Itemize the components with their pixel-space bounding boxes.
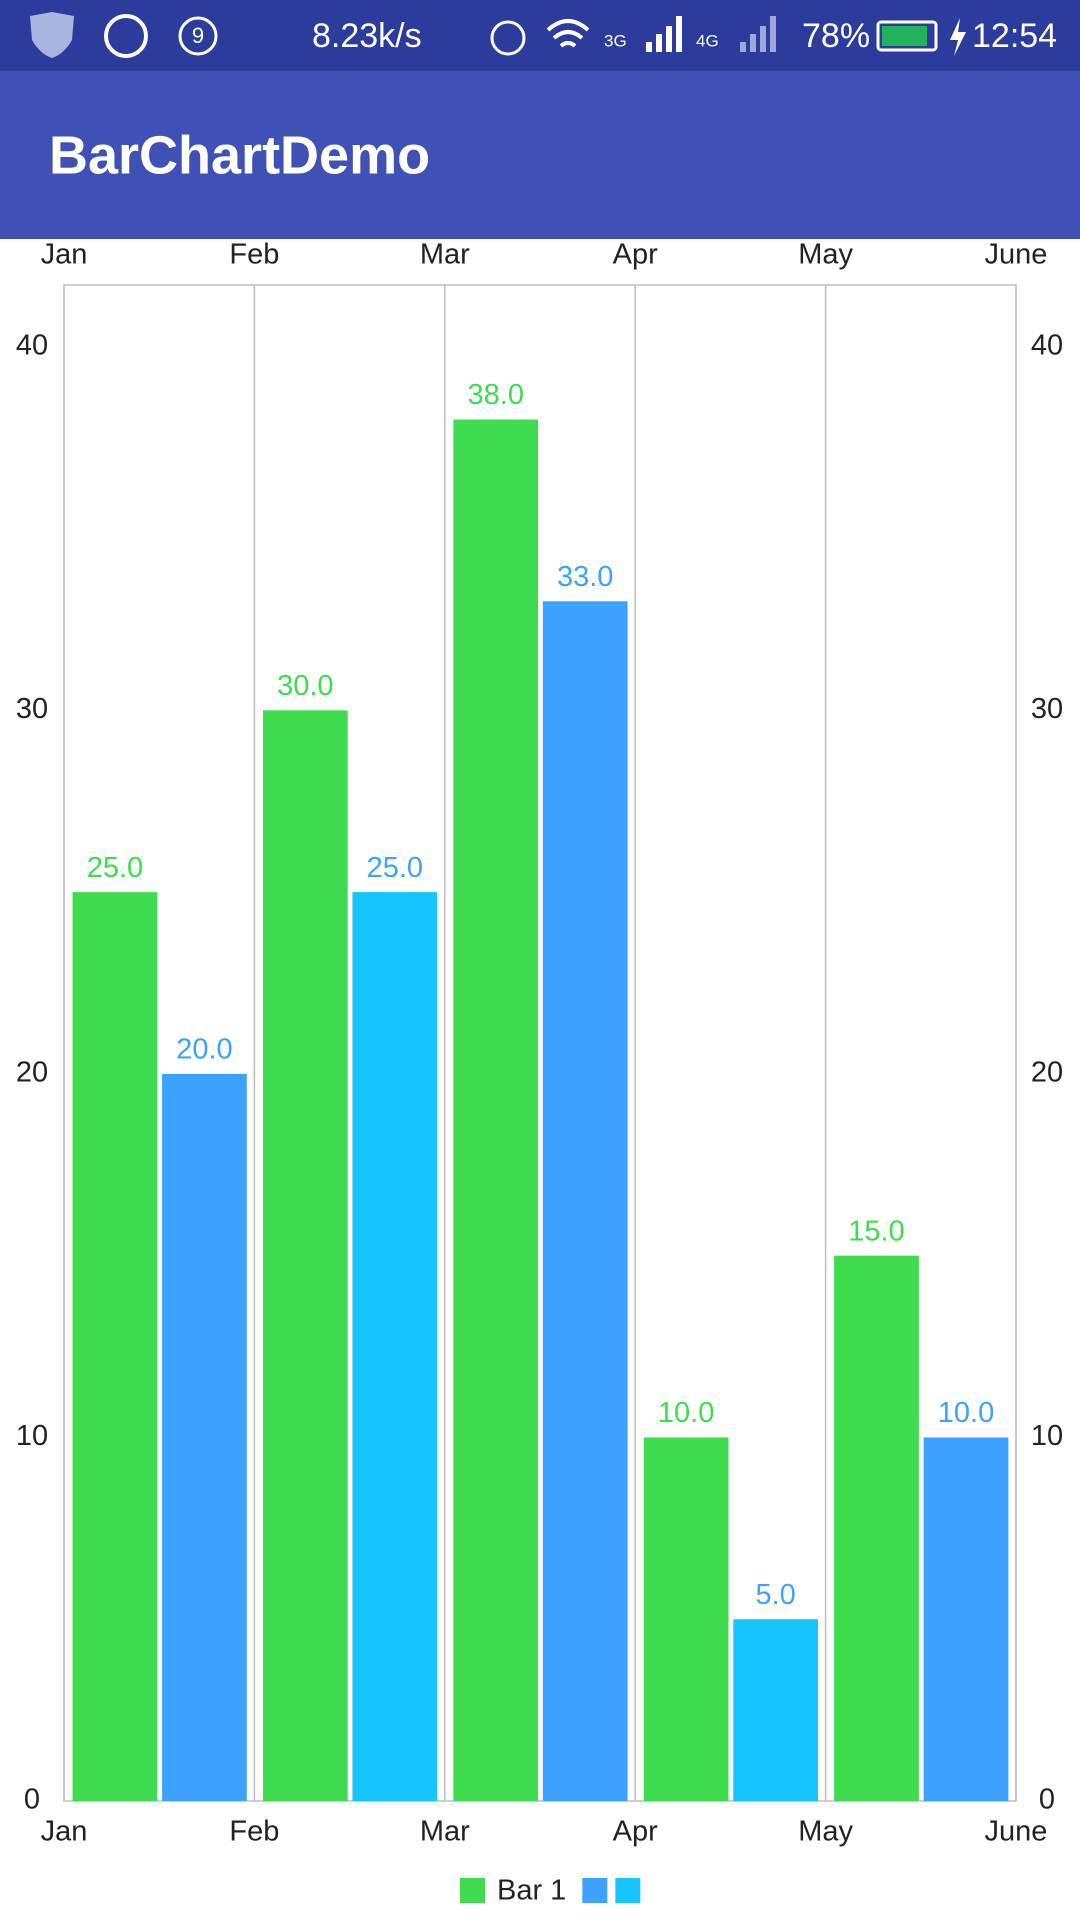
- x-tick-label: June: [985, 1816, 1048, 1848]
- x-tick-label-top: Feb: [229, 239, 279, 271]
- value-label: 10.0: [658, 1397, 714, 1429]
- bar: [733, 1619, 818, 1801]
- y-tick-label: 20: [16, 1057, 48, 1089]
- app-title: BarChartDemo: [49, 125, 430, 185]
- value-label: 25.0: [367, 852, 423, 884]
- whatsapp-icon: [104, 14, 148, 58]
- y-tick-label: 40: [16, 329, 48, 361]
- y2-tick-label: 20: [1031, 1057, 1063, 1089]
- x-tick-label: Feb: [229, 1816, 279, 1848]
- x-tick-label-top: Mar: [420, 239, 470, 271]
- value-label: 5.0: [755, 1579, 795, 1611]
- battery-level: [882, 26, 927, 46]
- clock: 12:54: [972, 17, 1057, 55]
- bar: [923, 1437, 1009, 1801]
- badge-circle: [178, 16, 218, 56]
- x-tick-label: May: [798, 1816, 853, 1848]
- y-tick-label: 0: [24, 1784, 40, 1816]
- x-tick-label-top: May: [798, 239, 853, 271]
- y2-tick-label: 40: [1031, 329, 1063, 361]
- value-label: 30.0: [277, 670, 333, 702]
- x-tick-label-top: June: [985, 239, 1048, 271]
- bar: [162, 1073, 247, 1801]
- y2-tick-label: 30: [1031, 693, 1063, 725]
- legend-swatch: [460, 1878, 485, 1903]
- y-tick-label: 30: [16, 693, 48, 725]
- value-label: 15.0: [848, 1215, 904, 1247]
- network-4g: 4G: [696, 31, 719, 50]
- value-label: 10.0: [938, 1397, 994, 1429]
- y-tick-label: 10: [16, 1420, 48, 1452]
- signal-icon: [646, 16, 682, 52]
- bar: [262, 710, 348, 1801]
- network-speed: 8.23k/s: [312, 17, 422, 55]
- value-label: 20.0: [176, 1034, 232, 1066]
- x-tick-label: Jan: [41, 1816, 88, 1848]
- battery-percent: 78%: [802, 17, 870, 55]
- alarm-icon: [490, 20, 526, 56]
- network-3g: 3G: [604, 31, 627, 50]
- bar: [72, 892, 158, 1801]
- bar: [834, 1255, 919, 1801]
- y2-tick-label: 0: [1039, 1784, 1055, 1816]
- value-label: 38.0: [468, 379, 524, 411]
- charging-icon: [950, 18, 966, 56]
- shield-icon: [30, 12, 74, 58]
- x-tick-label-top: Apr: [613, 239, 658, 271]
- legend-label: Bar 1: [497, 1875, 566, 1907]
- value-label: 33.0: [557, 561, 613, 593]
- y2-tick-label: 10: [1031, 1420, 1063, 1452]
- x-tick-label: Mar: [420, 1816, 470, 1848]
- wifi-icon: [546, 19, 590, 48]
- bar: [643, 1437, 729, 1801]
- signal-icon-2: [740, 16, 776, 52]
- x-tick-label: Apr: [613, 1816, 658, 1848]
- battery-outline: [876, 20, 938, 52]
- x-tick-label-top: Jan: [41, 239, 88, 271]
- app-bar: [0, 71, 1080, 239]
- bar: [453, 419, 539, 1801]
- bar: [352, 892, 438, 1801]
- bar: [542, 601, 628, 1801]
- value-label: 25.0: [87, 852, 143, 884]
- legend-swatch: [615, 1878, 641, 1903]
- notification-count: 9: [192, 23, 204, 48]
- legend-swatch: [582, 1878, 608, 1903]
